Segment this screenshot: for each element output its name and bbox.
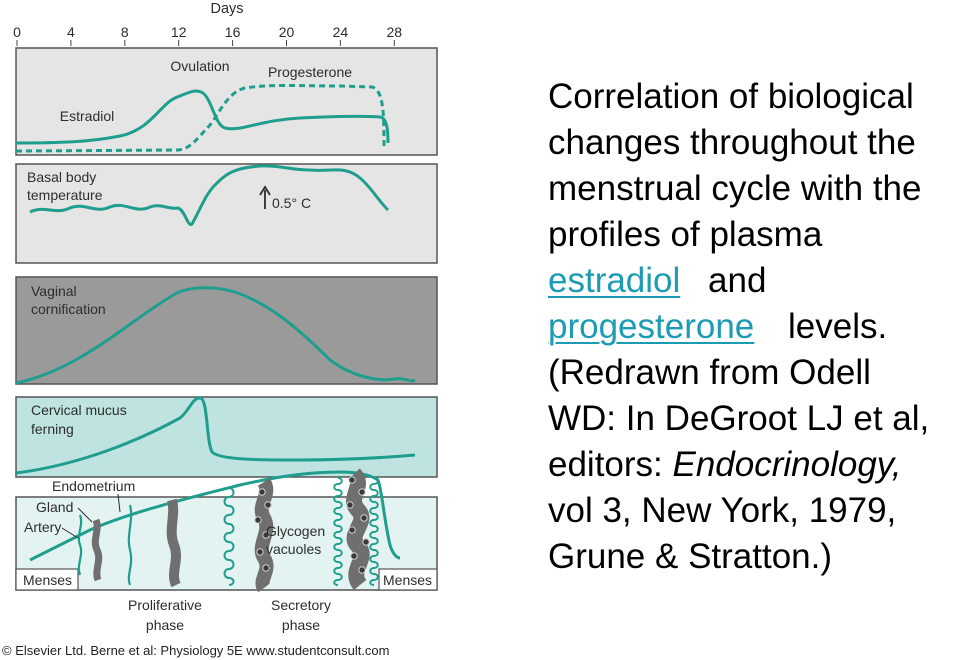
caption-line: vol 3, New York, 1979, xyxy=(548,491,897,530)
menses-right-box xyxy=(378,568,438,591)
caption-line: profiles of plasma xyxy=(548,215,823,254)
endometrium-surface xyxy=(29,470,401,562)
menstrual-cycle-figure: Days 0 4 8 12 16 20 24 28 Ovulation Progesteron… xyxy=(2,1,438,658)
day-tick-label: 12 xyxy=(171,24,187,40)
caption-line: Correlation of biological xyxy=(548,77,914,116)
day-tick-label: 4 xyxy=(67,24,75,40)
glycogen-vacuole xyxy=(346,501,354,509)
caption-line: menstrual cycle with the xyxy=(548,169,922,208)
proliferative-phase-label-line2: phase xyxy=(146,617,184,633)
gland-shape xyxy=(166,498,181,588)
artery-shape xyxy=(77,514,83,576)
gland-shape xyxy=(91,518,103,582)
day-tick-label: 28 xyxy=(387,24,403,40)
glycogen-vacuole xyxy=(254,516,262,524)
day-tick-label: 20 xyxy=(279,24,295,40)
day-tick-label: 0 xyxy=(13,24,21,40)
artery-shape xyxy=(333,477,343,586)
estradiol-curve xyxy=(15,89,390,145)
cervical-curve xyxy=(15,396,416,475)
artery-shape xyxy=(223,487,235,586)
glycogen-vacuole xyxy=(262,531,270,539)
temperature-curve xyxy=(29,164,390,227)
day-tick-label: 16 xyxy=(225,24,241,40)
glycogen-vacuole xyxy=(358,566,366,574)
gland-pointer xyxy=(77,507,93,523)
glycogen-vacuoles xyxy=(254,476,370,574)
vaginal-label-line1: Vaginal xyxy=(31,283,77,299)
copyright-notice: © Elsevier Ltd. Berne et al: Physiology … xyxy=(2,643,390,658)
ovulation-label: Ovulation xyxy=(170,58,229,74)
journal-title: Endocrinology, xyxy=(672,445,902,484)
temperature-rise-arrow-icon xyxy=(259,185,271,209)
glycogen-vacuole xyxy=(348,476,356,484)
artery-pointer xyxy=(61,527,79,539)
glycogen-vacuole xyxy=(362,538,370,546)
and-text: and xyxy=(708,261,767,300)
vaginal-label-line2: cornification xyxy=(31,301,106,317)
glycogen-vacuole xyxy=(256,548,264,556)
artery-shape xyxy=(127,504,133,586)
vaginal-panel xyxy=(15,276,438,385)
menses-left-label: Menses xyxy=(23,572,72,588)
artery-label: Artery xyxy=(24,519,61,535)
glycogen-vacuole xyxy=(264,501,272,509)
cervical-panel xyxy=(15,396,438,478)
glycogen-vacuole xyxy=(360,514,368,522)
gland-label: Gland xyxy=(36,499,73,515)
gland-shape xyxy=(254,478,274,593)
glycogen-vacuole xyxy=(262,564,270,572)
figure-caption: Correlation of biological changes throug… xyxy=(548,74,953,580)
glycogen-label-line1: Glycogen xyxy=(266,523,325,539)
days-axis-title: Days xyxy=(210,1,243,17)
caption-line: estradiol and xyxy=(548,258,953,304)
estradiol-label: Estradiol xyxy=(60,108,114,124)
menses-right-label: Menses xyxy=(383,572,432,588)
glycogen-vacuole xyxy=(358,488,366,496)
proliferative-phase-label-line1: Proliferative xyxy=(128,597,202,613)
levels-text: levels. xyxy=(788,307,888,346)
day-tick-label: 8 xyxy=(121,24,129,40)
glycogen-vacuole xyxy=(350,552,358,560)
gland-shape xyxy=(346,468,370,590)
glycogen-vacuole xyxy=(258,488,266,496)
caption-line: changes throughout the xyxy=(548,123,916,162)
secretory-phase-label-line2: phase xyxy=(282,617,320,633)
secretory-phase-label-line1: Secretory xyxy=(271,597,331,613)
caption-line: progesterone levels. xyxy=(548,304,953,350)
temperature-panel xyxy=(15,163,438,264)
days-axis-ticks: 0 4 8 12 16 20 24 28 xyxy=(13,24,402,46)
glycogen-vacuole xyxy=(348,526,356,534)
cervical-label-line1: Cervical mucus xyxy=(31,402,127,418)
glycogen-label-line2: vacuoles xyxy=(266,541,321,557)
artery-shape xyxy=(369,477,379,586)
menses-left-box xyxy=(15,568,79,591)
progesterone-link[interactable]: progesterone xyxy=(548,307,755,346)
temperature-label-line1: Basal body xyxy=(27,169,96,185)
vaginal-curve xyxy=(15,286,416,385)
caption-line: WD: In DeGroot LJ et al, xyxy=(548,399,930,438)
caption-line: editors: Endocrinology, xyxy=(548,445,902,484)
temperature-delta-label: 0.5° C xyxy=(272,195,311,211)
estradiol-link[interactable]: estradiol xyxy=(548,261,681,300)
caption-line: Grune & Stratton.) xyxy=(548,537,833,576)
day-tick-label: 24 xyxy=(333,24,349,40)
temperature-label-line2: temperature xyxy=(27,187,103,203)
progesterone-curve xyxy=(15,84,386,153)
endometrium-pointer xyxy=(117,493,121,513)
endometrium-label: Endometrium xyxy=(52,478,135,494)
progesterone-label: Progesterone xyxy=(268,64,352,80)
cervical-label-line2: ferning xyxy=(31,421,74,437)
caption-line: (Redrawn from Odell xyxy=(548,353,871,392)
